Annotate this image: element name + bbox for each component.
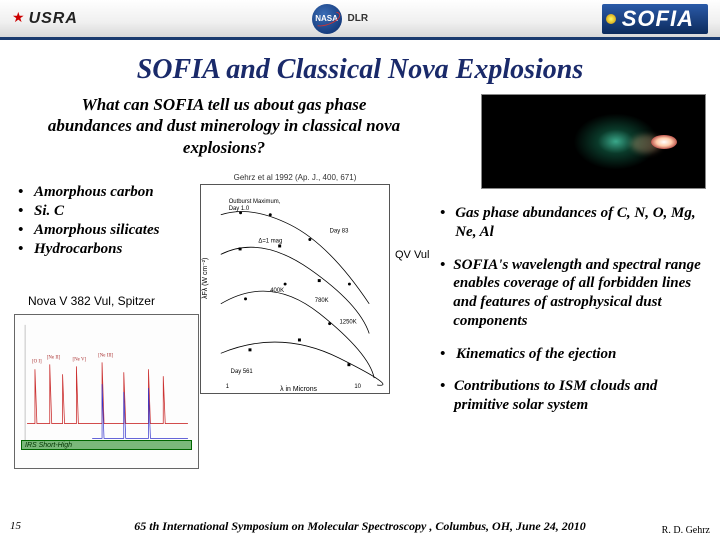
sed-evolution-chart: Gehrz et al 1992 (Ap. J., 400, 671) Outb… xyxy=(200,184,390,394)
svg-text:Δ=1 mag: Δ=1 mag xyxy=(258,238,282,244)
bullet-icon: • xyxy=(440,377,446,415)
list-item-label: SOFIA's wavelength and spectral range en… xyxy=(453,256,710,331)
lead-question: What can SOFIA tell us about gas phase a… xyxy=(44,94,404,158)
list-item-label: Si. C xyxy=(34,203,64,220)
nasa-meatball-icon: NASA xyxy=(312,4,342,34)
nova-artwork xyxy=(481,94,706,189)
content-area: What can SOFIA tell us about gas phase a… xyxy=(0,94,720,158)
svg-text:1: 1 xyxy=(226,384,229,390)
usra-text: USRA xyxy=(29,10,78,28)
svg-text:780K: 780K xyxy=(315,298,329,304)
list-item: •SOFIA's wavelength and spectral range e… xyxy=(440,256,710,331)
spitzer-spectrum-chart: [O I] [Ne II] [Ne V] [Ne III] IRS Short-… xyxy=(14,314,199,469)
slide-title: SOFIA and Classical Nova Explosions xyxy=(0,54,720,86)
dust-species-list: • Amorphous carbon • Si. C • Amorphous sili… xyxy=(18,184,159,260)
bullet-icon: • xyxy=(440,345,448,364)
bullet-icon: • xyxy=(18,184,26,201)
list-item-label: Contributions to ISM clouds and primitiv… xyxy=(454,377,710,415)
list-item-label: Kinematics of the ejection xyxy=(456,345,616,364)
sofia-logo: SOFIA xyxy=(602,4,708,34)
list-item-label: Gas phase abundances of C, N, O, Mg, Ne,… xyxy=(455,204,710,242)
svg-text:10: 10 xyxy=(354,384,361,390)
svg-text:λ in Microns: λ in Microns xyxy=(280,386,317,393)
science-goals-list: •Gas phase abundances of C, N, O, Mg, Ne… xyxy=(440,204,710,429)
header-bar: ★ USRA NASA DLR SOFIA xyxy=(0,0,720,40)
bullet-icon: • xyxy=(18,241,26,258)
author-name: R. D. Gehrz xyxy=(662,525,710,536)
svg-text:[O I]: [O I] xyxy=(32,359,42,364)
list-item: • Amorphous carbon xyxy=(18,184,159,201)
dlr-logo: DLR xyxy=(348,13,369,24)
usra-star-icon: ★ xyxy=(12,10,25,27)
list-item: • Si. C xyxy=(18,203,159,220)
nasa-text: NASA xyxy=(315,14,338,23)
sed-chart-svg: Outburst Maximum, Day 1.0 Δ=1 mag Day 83… xyxy=(201,185,389,393)
irs-band-label: IRS Short-High xyxy=(21,440,192,450)
list-item: •Gas phase abundances of C, N, O, Mg, Ne… xyxy=(440,204,710,242)
footer-text: 65 th International Symposium on Molecul… xyxy=(0,519,720,534)
bullet-icon: • xyxy=(440,204,447,242)
list-item-label: Amorphous carbon xyxy=(34,184,154,201)
svg-text:Outburst Maximum,: Outburst Maximum, xyxy=(229,199,281,205)
list-item: • Amorphous silicates xyxy=(18,222,159,239)
bullet-icon: • xyxy=(440,256,445,331)
svg-text:Day 561: Day 561 xyxy=(231,369,253,375)
bullet-icon: • xyxy=(18,203,26,220)
usra-logo: ★ USRA xyxy=(12,10,78,28)
svg-text:[Ne III]: [Ne III] xyxy=(98,353,114,358)
nova-v382-label: Nova V 382 Vul, Spitzer xyxy=(28,294,155,308)
list-item: • Kinematics of the ejection xyxy=(440,345,710,364)
bullet-icon: • xyxy=(18,222,26,239)
center-logos: NASA DLR xyxy=(312,4,369,34)
svg-text:1250K: 1250K xyxy=(340,320,357,326)
svg-text:[Ne II]: [Ne II] xyxy=(47,355,61,360)
svg-text:Day 83: Day 83 xyxy=(330,229,349,235)
svg-text:Day 1.0: Day 1.0 xyxy=(229,206,250,212)
svg-text:λFλ (W cm⁻²): λFλ (W cm⁻²) xyxy=(202,258,209,299)
list-item: •Contributions to ISM clouds and primiti… xyxy=(440,377,710,415)
qv-vul-label: QV Vul xyxy=(395,249,429,261)
svg-text:[Ne V]: [Ne V] xyxy=(72,357,86,362)
chart-citation: Gehrz et al 1992 (Ap. J., 400, 671) xyxy=(201,173,389,182)
svg-text:400K: 400K xyxy=(270,288,284,294)
list-item-label: Amorphous silicates xyxy=(34,222,159,239)
list-item: • Hydrocarbons xyxy=(18,241,159,258)
list-item-label: Hydrocarbons xyxy=(34,241,122,258)
